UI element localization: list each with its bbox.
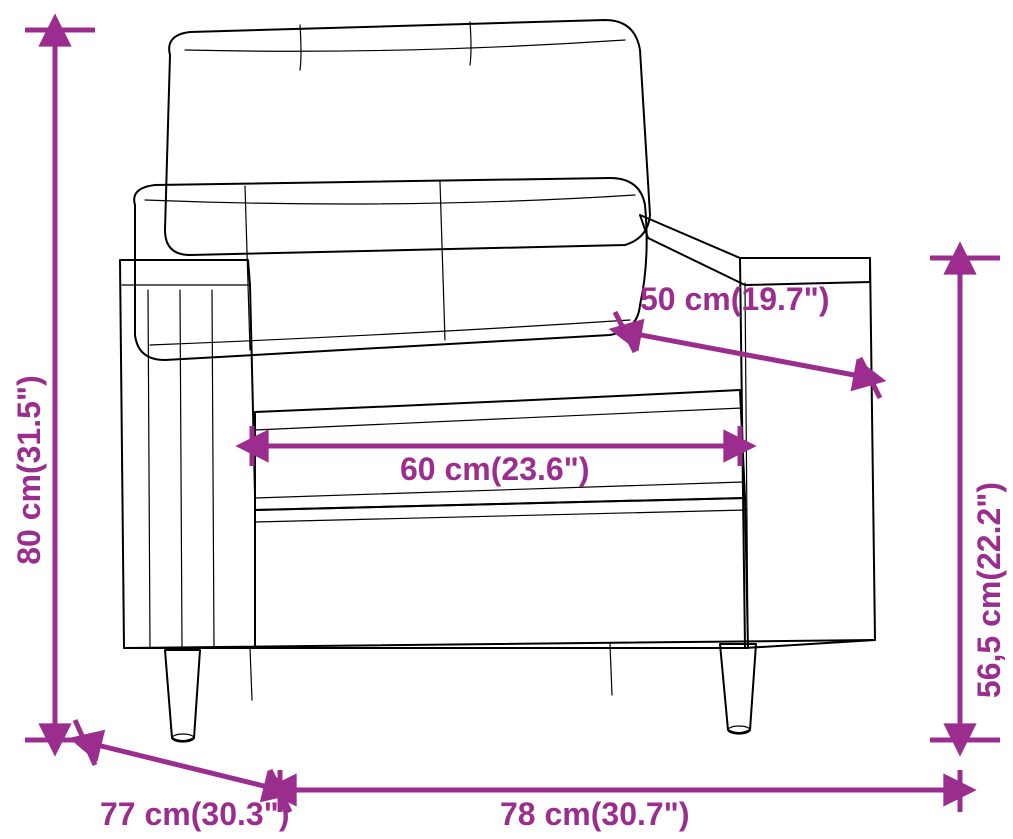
armchair-dimension-diagram: 80 cm(31.5") 56,5 cm(22.2") 50 cm(19.7")… [0, 0, 1013, 839]
armchair-leg-left [165, 650, 200, 742]
dim-height-overall-label: 80 cm(31.5") [11, 375, 47, 565]
armchair-sketch [120, 20, 875, 742]
dim-depth-overall: 77 cm(30.3") [75, 720, 290, 832]
dim-width-overall-label: 78 cm(30.7") [500, 796, 690, 832]
armchair-leg-right [720, 644, 756, 734]
dim-seat-width-label: 60 cm(23.6") [400, 451, 590, 487]
dim-depth-overall-label: 77 cm(30.3") [100, 796, 290, 832]
dim-seat-depth: 50 cm(19.7") [615, 281, 880, 398]
dim-seat-width: 60 cm(23.6") [252, 426, 740, 487]
dim-width-overall: 78 cm(30.7") [280, 770, 960, 832]
dim-height-arm-label: 56,5 cm(22.2") [971, 482, 1007, 698]
dim-height-arm: 56,5 cm(22.2") [930, 258, 1007, 740]
dim-seat-depth-label: 50 cm(19.7") [640, 281, 830, 317]
dim-height-overall: 80 cm(31.5") [11, 30, 95, 740]
